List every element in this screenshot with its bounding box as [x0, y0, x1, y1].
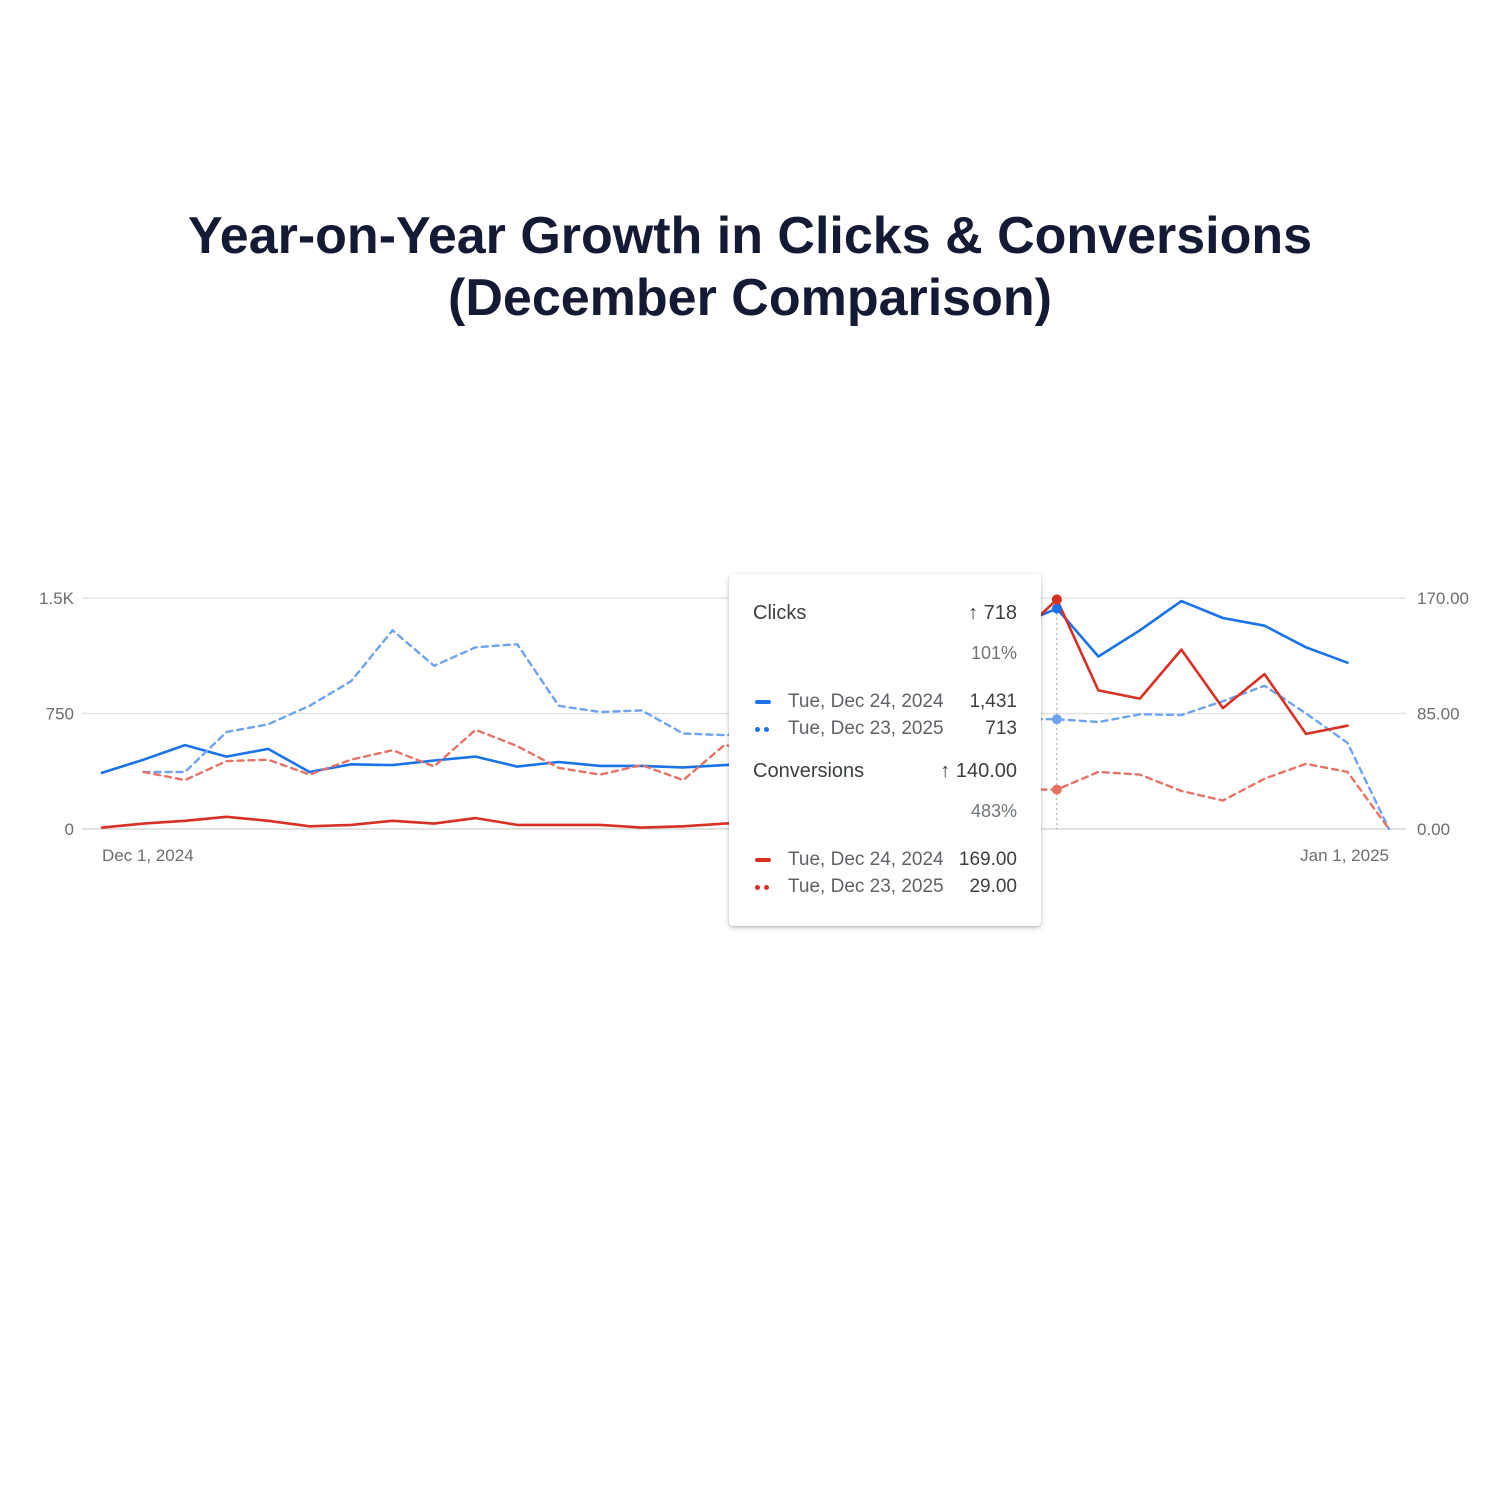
page-title-line-1: Year-on-Year Growth in Clicks & Conversi…	[187, 207, 1313, 265]
tooltip-conversions-change: ↑ 140.00	[940, 760, 1017, 783]
x-start-label: Dec 1, 2024	[102, 846, 194, 865]
series-line-0-clicks	[100, 599, 1349, 775]
tooltip-conversions-header: Conversions ↑ 140.00	[753, 760, 1017, 788]
y-left-tick-label: 0	[65, 820, 74, 839]
tooltip-conversions-row1-date: Tue, Dec 24, 2024	[788, 849, 944, 870]
hover-point-conversions-compare	[1051, 784, 1062, 795]
tooltip-clicks-header: Clicks ↑ 718	[753, 602, 1017, 630]
axis-labels: 0 750 1.5K 0.00 85.00 170.00 Dec 1, 2024 Jan 1,…	[39, 589, 1469, 865]
y-right-tick-label: 0.00	[1417, 820, 1450, 839]
hover-point-conversions	[1051, 594, 1062, 605]
solid-line-swatch-icon	[755, 700, 771, 704]
chart-tooltip: Clicks ↑ 718 101% Tue, Dec 24, 2024 1,43…	[729, 574, 1041, 926]
page-title-line-2: (December Comparison)	[448, 269, 1052, 327]
tooltip-clicks-row1-date: Tue, Dec 24, 2024	[788, 691, 944, 712]
arrow-up-icon: ↑	[940, 760, 951, 782]
tooltip-clicks-row2-date: Tue, Dec 23, 2025	[788, 718, 944, 739]
tooltip-clicks-delta: 718	[983, 602, 1017, 624]
tooltip-conversions-row2-value: 29.00	[969, 876, 1017, 897]
dotted-line-swatch-icon	[755, 885, 771, 890]
tooltip-conversions-delta: 140.00	[955, 760, 1017, 782]
tooltip-clicks-row-compare: Tue, Dec 23, 2025 713	[753, 718, 1017, 742]
x-end-label: Jan 1, 2025	[1300, 846, 1389, 865]
y-left-tick-label: 1.5K	[39, 589, 75, 608]
tooltip-conversions-row-current: Tue, Dec 24, 2024 169.00	[753, 849, 1017, 873]
page-title: Year-on-Year Growth in Clicks & Conversi…	[0, 205, 1500, 329]
y-right-tick-label: 170.00	[1417, 589, 1469, 608]
tooltip-clicks-percent: 101%	[970, 643, 1017, 663]
y-left-tick-label: 750	[46, 705, 74, 724]
hover-point-clicks	[1051, 603, 1062, 614]
solid-line-swatch-icon	[755, 858, 771, 862]
arrow-up-icon: ↑	[968, 602, 979, 624]
dotted-line-swatch-icon	[755, 727, 771, 732]
hover-point-clicks-compare	[1051, 714, 1062, 725]
tooltip-conversions-row2-date: Tue, Dec 23, 2025	[788, 876, 944, 897]
tooltip-clicks-row1-value: 1,431	[969, 691, 1017, 712]
tooltip-conversions-row1-value: 169.00	[958, 849, 1017, 870]
tooltip-conversions-row-compare: Tue, Dec 23, 2025 29.00	[753, 876, 1017, 900]
tooltip-conversions-percent: 483%	[970, 801, 1017, 821]
y-right-tick-label: 85.00	[1417, 705, 1460, 724]
tooltip-clicks-label: Clicks	[753, 602, 807, 624]
series-line-2-conversions	[100, 598, 1349, 829]
hover-markers	[1051, 594, 1062, 829]
tooltip-conversions-label: Conversions	[753, 760, 865, 782]
tooltip-clicks-row-current: Tue, Dec 24, 2024 1,431	[753, 691, 1017, 715]
tooltip-clicks-change: ↑ 718	[968, 602, 1017, 625]
tooltip-clicks-row2-value: 713	[985, 718, 1017, 739]
